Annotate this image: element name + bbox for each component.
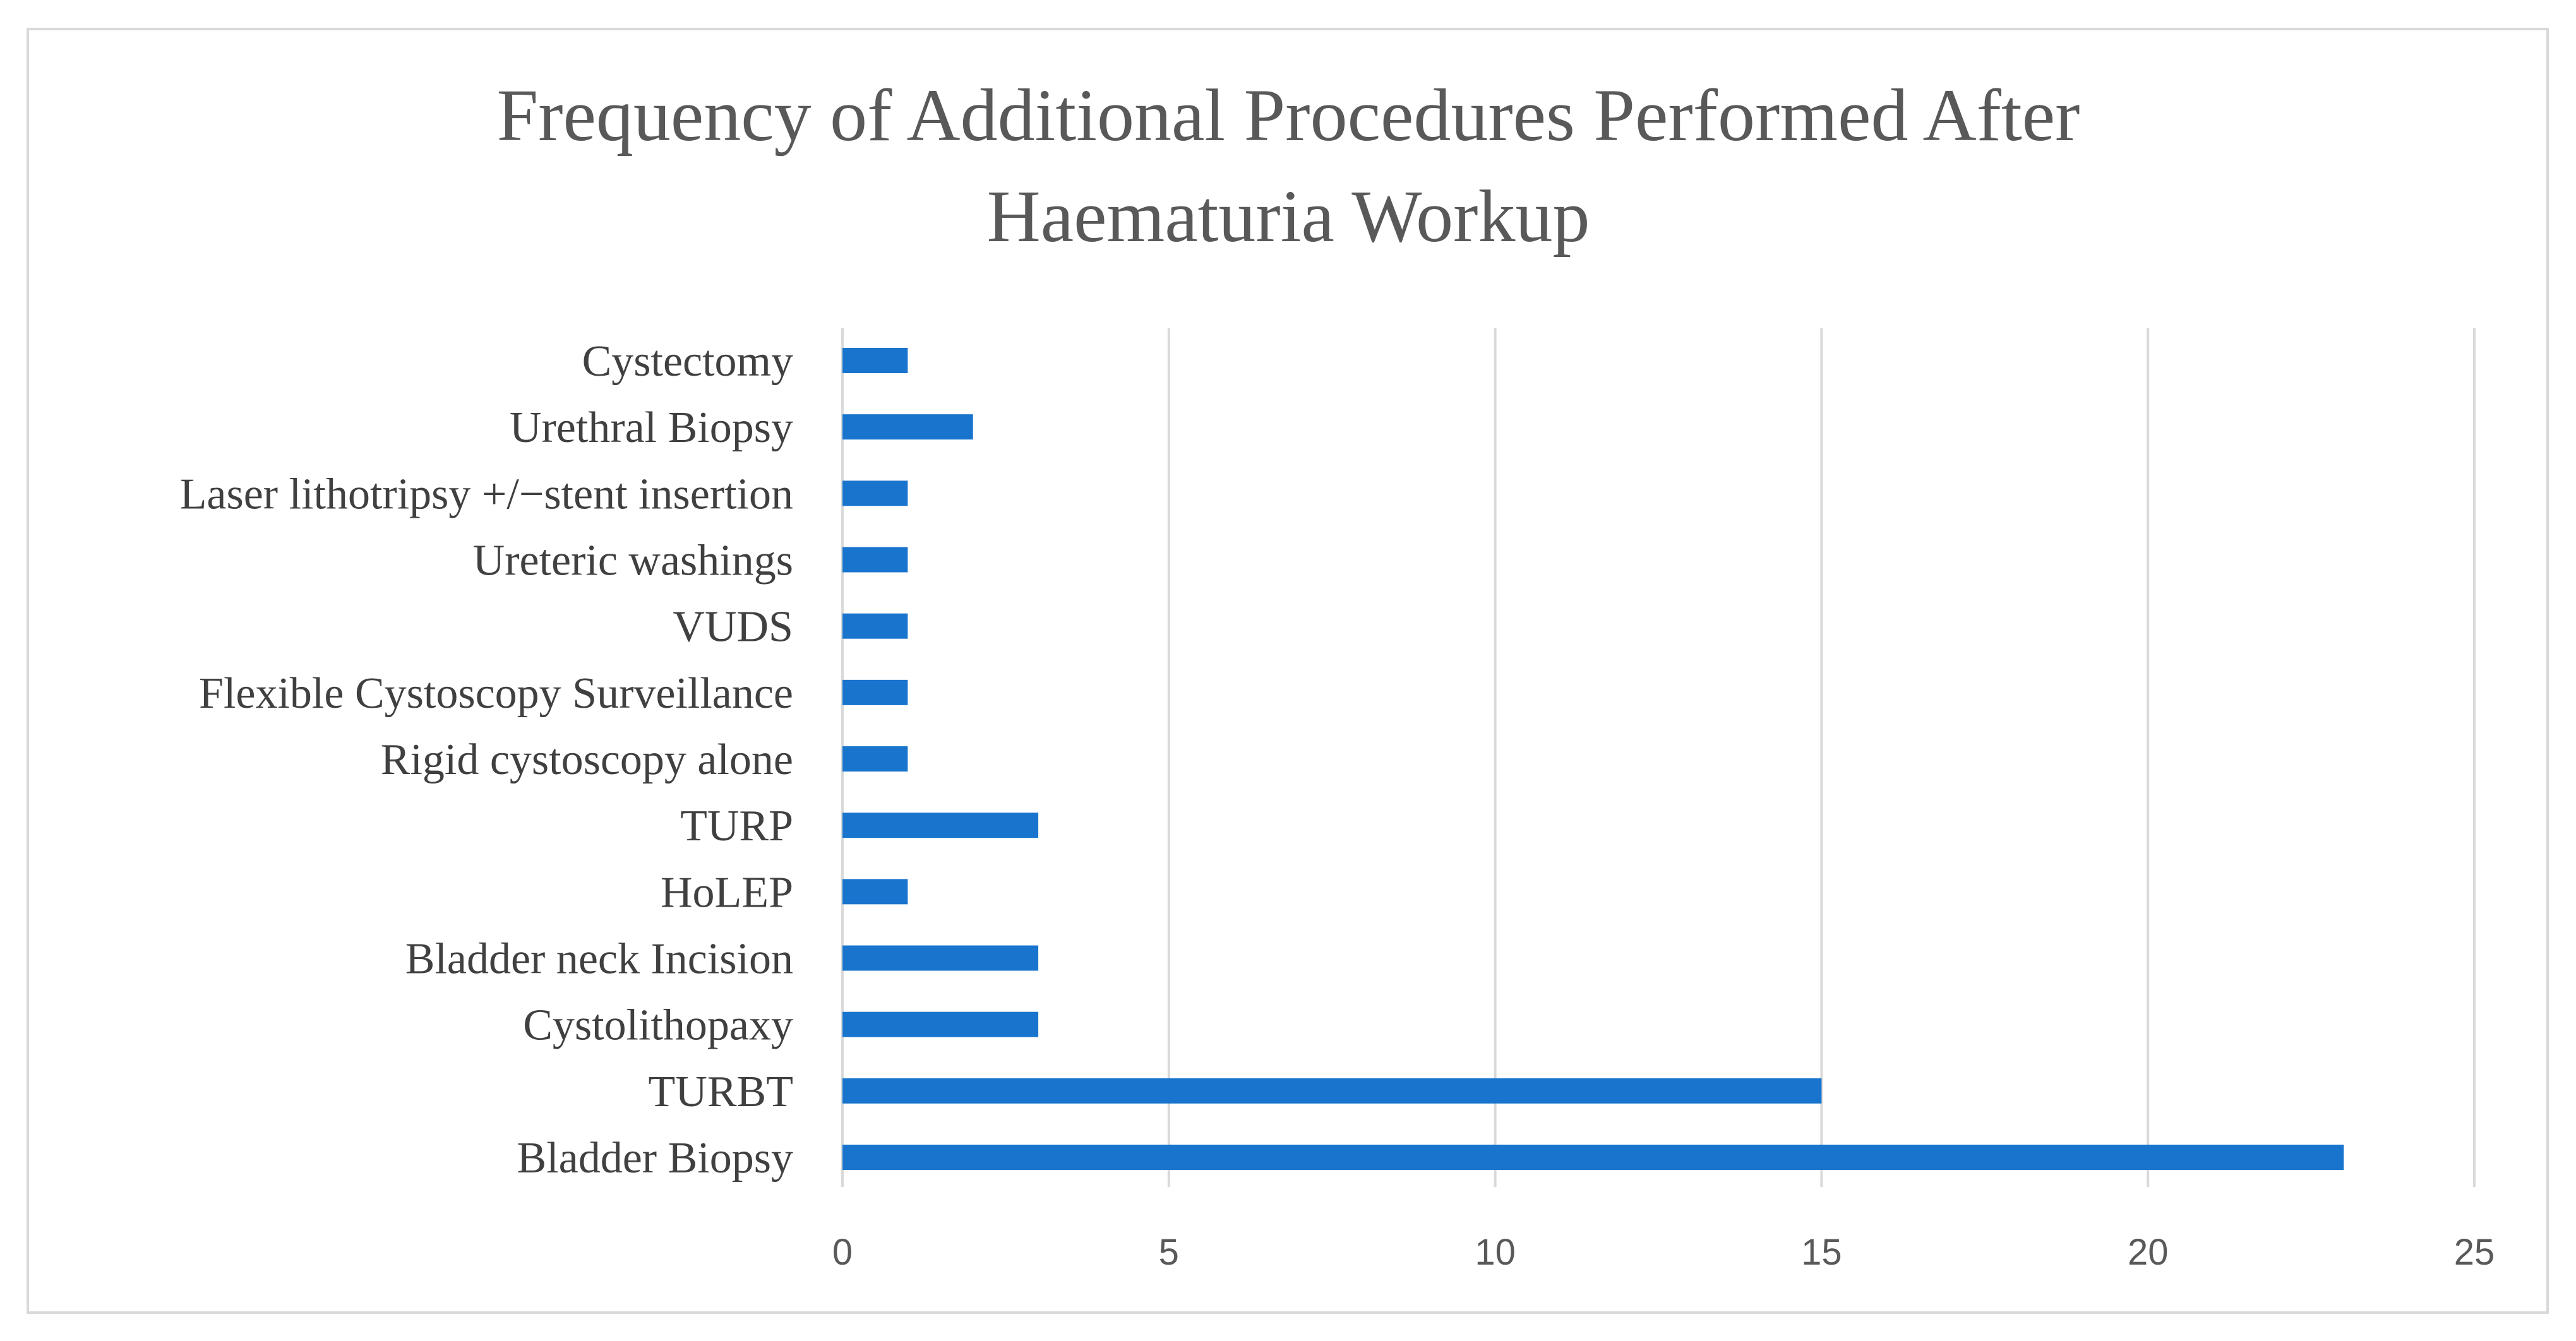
category-label: TURBT (649, 1068, 793, 1116)
category-label: Laser lithotripsy +/−stent insertion (180, 470, 793, 518)
bar (842, 879, 908, 905)
category-label: Flexible Cystoscopy Surveillance (199, 669, 793, 718)
bar (842, 613, 908, 639)
gridlines (841, 328, 2476, 1187)
chart-title-line-1: Frequency of Additional Procedures Perfo… (497, 74, 2080, 157)
bar (842, 480, 908, 506)
bar (842, 945, 1039, 971)
category-label: HoLEP (661, 868, 793, 917)
bar (842, 1011, 1039, 1037)
bar (842, 746, 908, 772)
x-tick-label: 10 (1475, 1232, 1516, 1273)
x-axis-tick-labels: 0 5 10 15 20 25 (832, 1232, 2495, 1273)
category-label: Cystolithopaxy (523, 1001, 793, 1050)
category-label: Cystectomy (582, 337, 793, 386)
category-label: Ureteric washings (473, 537, 793, 585)
category-label: VUDS (673, 603, 793, 652)
bar (842, 348, 908, 373)
category-label: Bladder neck Incision (405, 935, 793, 984)
bar (842, 813, 1039, 838)
bar (842, 414, 973, 440)
x-tick-label: 0 (832, 1232, 853, 1273)
x-tick-label: 15 (1801, 1232, 1842, 1273)
x-tick-label: 25 (2454, 1232, 2495, 1273)
category-label: Bladder Biopsy (517, 1134, 793, 1183)
category-label: Rigid cystoscopy alone (381, 736, 793, 784)
x-tick-label: 5 (1159, 1232, 1179, 1273)
category-labels: Cystectomy Urethral Biopsy Laser lithotrip… (180, 337, 793, 1183)
bar (842, 547, 908, 573)
x-tick-label: 20 (2128, 1232, 2169, 1273)
bar (842, 679, 908, 705)
bar (842, 1145, 2344, 1170)
category-label: TURP (680, 802, 793, 850)
bars (842, 348, 2344, 1170)
category-label: Urethral Biopsy (510, 403, 793, 452)
chart-title-line-2: Haematuria Workup (987, 175, 1590, 258)
bar (842, 1078, 1822, 1104)
chart-title: Frequency of Additional Procedures Perfo… (497, 74, 2080, 258)
